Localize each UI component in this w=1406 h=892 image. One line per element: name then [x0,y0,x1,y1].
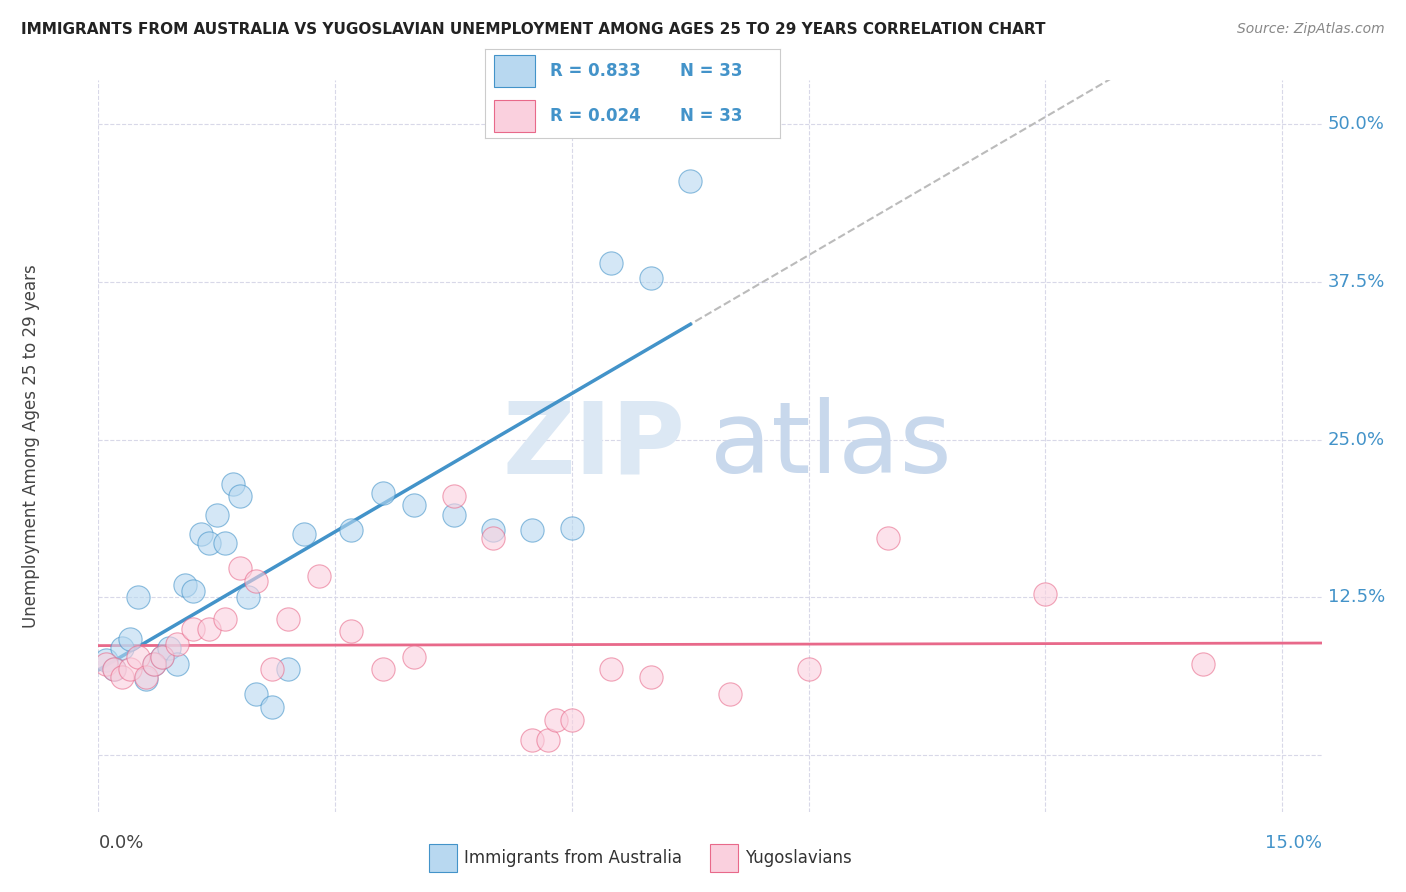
Point [166,637,188,651]
Point [340,624,363,639]
Point [229,561,252,575]
Point [118,662,141,676]
Point [111,640,134,655]
Text: N = 33: N = 33 [681,62,742,80]
Text: R = 0.833: R = 0.833 [550,62,641,80]
Point [308,569,330,583]
Point [876,531,898,545]
Point [96,653,118,667]
Text: Immigrants from Australia: Immigrants from Australia [464,849,682,867]
Point [537,732,560,747]
Point [245,574,267,588]
Point [181,584,204,599]
FancyBboxPatch shape [494,55,536,87]
Point [561,713,583,727]
Text: 37.5%: 37.5% [1327,273,1385,291]
Point [404,498,426,512]
Point [561,521,583,535]
Point [205,508,228,523]
FancyBboxPatch shape [494,100,536,132]
Point [260,662,283,676]
Point [522,524,544,538]
Point [135,673,157,687]
Point [277,612,299,626]
Point [371,662,394,676]
Point [340,524,363,538]
Point [443,508,465,523]
Point [103,662,125,676]
Point [127,591,149,605]
Point [142,657,165,672]
Point [150,649,173,664]
Point [404,649,426,664]
Point [118,632,141,646]
Text: Unemployment Among Ages 25 to 29 years: Unemployment Among Ages 25 to 29 years [22,264,41,628]
Point [443,490,465,504]
Point [214,536,236,550]
Point [371,485,394,500]
Point [238,591,260,605]
Point [797,662,820,676]
Point [159,640,181,655]
Point [96,657,118,672]
Point [482,524,505,538]
Point [142,657,165,672]
Text: ZIP: ZIP [503,398,686,494]
Point [221,476,243,491]
Point [150,649,173,664]
Point [546,713,568,727]
Point [214,612,236,626]
Point [174,578,197,592]
Point [718,688,741,702]
Point [198,536,221,550]
Point [166,657,188,672]
Point [103,662,125,676]
Point [1035,586,1057,600]
Point [260,700,283,714]
Text: Source: ZipAtlas.com: Source: ZipAtlas.com [1237,22,1385,37]
Point [482,531,505,545]
Point [600,662,623,676]
Text: N = 33: N = 33 [681,107,742,125]
Text: 0.0%: 0.0% [98,834,143,852]
Text: 12.5%: 12.5% [1327,589,1385,607]
Text: atlas: atlas [710,398,952,494]
Point [181,622,204,636]
Text: 15.0%: 15.0% [1264,834,1322,852]
Point [640,271,662,285]
Point [1192,657,1215,672]
Point [522,732,544,747]
Text: 25.0%: 25.0% [1327,431,1385,449]
Text: R = 0.024: R = 0.024 [550,107,641,125]
Point [190,527,212,541]
Point [640,670,662,684]
Point [135,670,157,684]
Point [111,670,134,684]
Point [277,662,299,676]
Point [245,688,267,702]
Point [679,174,702,188]
Point [198,622,221,636]
Text: Yugoslavians: Yugoslavians [745,849,852,867]
Point [229,490,252,504]
Point [292,527,315,541]
Text: IMMIGRANTS FROM AUSTRALIA VS YUGOSLAVIAN UNEMPLOYMENT AMONG AGES 25 TO 29 YEARS : IMMIGRANTS FROM AUSTRALIA VS YUGOSLAVIAN… [21,22,1046,37]
Text: 50.0%: 50.0% [1327,115,1385,134]
Point [127,649,149,664]
Point [600,256,623,270]
